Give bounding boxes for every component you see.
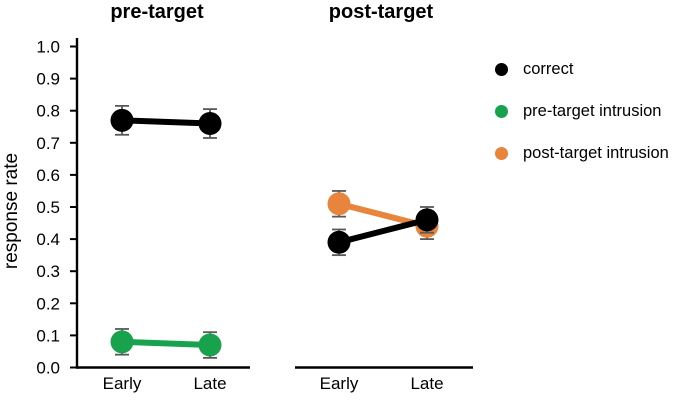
legend-dot-icon: [495, 104, 508, 118]
y-tick-label: 0.7: [36, 134, 60, 153]
x-category-label: Late: [410, 374, 443, 393]
x-category-label: Late: [193, 374, 226, 393]
legend: correct pre-target intrusion post-target i…: [495, 59, 669, 162]
y-tick-label: 0.6: [36, 166, 60, 185]
series-line: [121, 338, 211, 349]
legend-label: post-target intrusion: [523, 143, 669, 162]
legend-item: post-target intrusion: [495, 143, 669, 162]
panel-title-pre-target: pre-target: [110, 1, 204, 23]
y-tick-label: 0.2: [36, 294, 60, 313]
x-category-label: Early: [320, 374, 359, 393]
series-line: [338, 216, 428, 246]
legend-item: pre-target intrusion: [495, 101, 669, 120]
y-tick-label: 0.8: [36, 102, 60, 121]
data-point: [110, 108, 134, 132]
data-point: [110, 330, 134, 354]
y-tick-label: 0.3: [36, 262, 60, 281]
panel-title-post-target: post-target: [328, 1, 434, 23]
y-tick-label: 0.4: [36, 230, 60, 249]
data-point: [198, 333, 222, 357]
legend-label: pre-target intrusion: [523, 101, 662, 120]
legend-dot-icon: [495, 146, 508, 160]
data-point: [415, 208, 439, 232]
y-tick-label: 1.0: [36, 38, 60, 57]
data-point: [327, 192, 351, 216]
y-tick-label: 0.0: [36, 359, 60, 378]
legend-item: correct: [495, 59, 669, 78]
data-point: [327, 230, 351, 254]
series-line: [121, 117, 211, 127]
y-tick-label: 0.5: [36, 198, 60, 217]
y-tick-label: 0.9: [36, 70, 60, 89]
legend-dot-icon: [495, 62, 508, 76]
data-point: [198, 112, 222, 136]
legend-label: correct: [523, 59, 574, 78]
y-tick-label: 0.1: [36, 326, 60, 345]
x-category-label: Early: [103, 374, 142, 393]
